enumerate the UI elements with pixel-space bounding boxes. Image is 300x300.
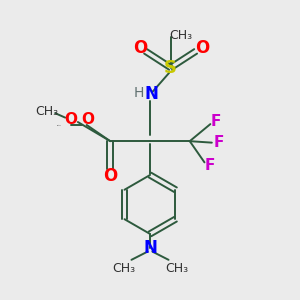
Text: S: S [164,58,177,76]
Text: CH₃: CH₃ [169,29,193,42]
Text: methyl: methyl [57,124,62,126]
Text: O: O [103,167,117,184]
Text: CH₃: CH₃ [165,262,188,275]
Text: O: O [195,39,209,57]
Text: F: F [214,135,224,150]
Text: F: F [205,158,215,173]
Text: N: N [145,85,158,103]
Text: CH₃: CH₃ [112,262,135,275]
Text: O: O [134,39,148,57]
Text: CH₃: CH₃ [35,105,58,118]
Text: N: N [143,239,157,257]
Text: O: O [64,112,77,127]
Text: F: F [211,114,221,129]
Text: H: H [134,86,144,100]
Text: O: O [82,112,95,127]
